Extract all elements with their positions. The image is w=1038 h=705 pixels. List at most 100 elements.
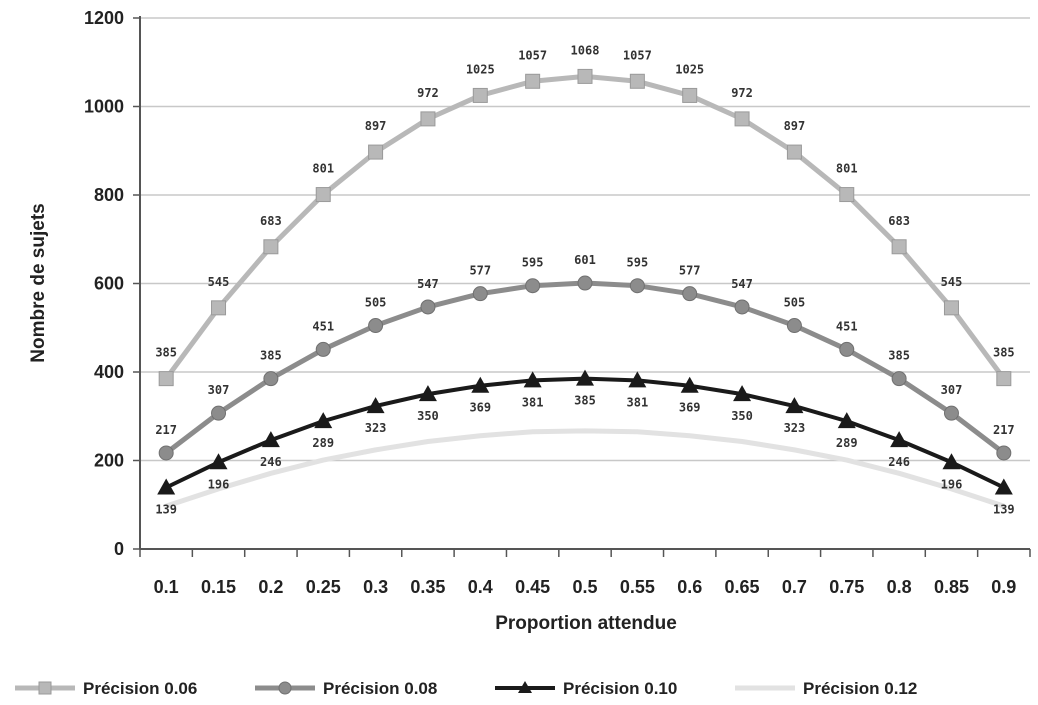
data-point — [314, 412, 333, 429]
data-point — [734, 299, 750, 315]
data-point — [996, 371, 1012, 387]
y-tick-label-800: 800 — [94, 185, 124, 205]
data-point — [525, 73, 541, 89]
legend-item-1: Précision 0.06 — [15, 679, 197, 698]
data-point — [629, 73, 645, 89]
x-tick-label-0.9: 0.9 — [991, 577, 1016, 597]
data-point — [420, 111, 436, 127]
y-tick-label-1000: 1000 — [84, 97, 124, 117]
data-point — [471, 376, 490, 393]
data-label: 246 — [888, 455, 910, 469]
data-label: 545 — [208, 275, 230, 289]
data-point — [525, 278, 541, 294]
data-point — [211, 405, 227, 421]
data-label: 451 — [312, 319, 334, 333]
series-line-4 — [165, 428, 1005, 509]
data-label: 289 — [312, 436, 334, 450]
x-tick-label-0.85: 0.85 — [934, 577, 969, 597]
data-label: 577 — [469, 264, 491, 278]
series-3 — [157, 369, 1013, 495]
data-label: 683 — [260, 214, 282, 228]
data-point — [942, 453, 961, 470]
x-tick-label-0.35: 0.35 — [410, 577, 445, 597]
data-label: 545 — [941, 275, 963, 289]
data-label: 385 — [574, 394, 596, 408]
legend-label: Précision 0.12 — [803, 679, 917, 698]
x-tick-label-0.8: 0.8 — [887, 577, 912, 597]
series-line-2 — [164, 280, 1006, 455]
y-tick-label-1200: 1200 — [84, 8, 124, 28]
data-label: 1025 — [466, 62, 495, 76]
data-label: 547 — [417, 277, 439, 291]
data-point — [891, 239, 907, 255]
data-label: 897 — [365, 119, 387, 133]
data-label: 139 — [993, 502, 1015, 516]
data-point — [839, 187, 855, 203]
x-tick-label-0.3: 0.3 — [363, 577, 388, 597]
legend-label: Précision 0.10 — [563, 679, 677, 698]
data-label: 385 — [888, 349, 910, 363]
x-tick-label-0.2: 0.2 — [258, 577, 283, 597]
data-label: 897 — [784, 119, 806, 133]
data-point — [576, 369, 594, 386]
data-label: 1057 — [623, 48, 652, 62]
data-label: 217 — [155, 423, 177, 437]
x-tick-label-0.6: 0.6 — [677, 577, 702, 597]
data-point — [890, 431, 909, 448]
data-label: 505 — [365, 296, 387, 310]
series-line-1 — [164, 73, 1006, 381]
data-label: 451 — [836, 319, 858, 333]
x-tick-label-0.65: 0.65 — [725, 577, 760, 597]
data-point — [263, 371, 279, 387]
data-label: 139 — [155, 502, 177, 516]
data-label: 196 — [208, 477, 230, 491]
legend-label: Précision 0.06 — [83, 679, 197, 698]
data-label: 595 — [522, 256, 544, 270]
data-point — [523, 371, 542, 388]
data-point — [682, 87, 698, 103]
data-label: 381 — [627, 395, 649, 409]
data-point — [366, 397, 385, 414]
data-label: 801 — [312, 162, 334, 176]
y-tick-label-600: 600 — [94, 274, 124, 294]
data-label: 1068 — [571, 43, 600, 57]
data-point — [368, 318, 384, 334]
data-label: 1025 — [675, 62, 704, 76]
data-point — [786, 144, 802, 160]
data-point — [996, 445, 1012, 461]
data-label: 307 — [941, 383, 963, 397]
x-tick-label-0.1: 0.1 — [154, 577, 179, 597]
series-group — [157, 68, 1013, 509]
legend: Précision 0.06 Précision 0.08 Précision 0.… — [15, 679, 917, 698]
data-point — [418, 385, 437, 402]
data-label: 289 — [836, 436, 858, 450]
data-label: 307 — [208, 383, 230, 397]
data-point — [628, 371, 647, 388]
x-tick-labels: 0.1 0.15 0.2 0.25 0.3 0.35 0.4 0.45 0.5 0.55 0.6 0.… — [154, 577, 1017, 597]
data-point — [209, 453, 228, 470]
data-label: 577 — [679, 264, 701, 278]
data-label: 385 — [260, 349, 282, 363]
x-tick-label-0.4: 0.4 — [468, 577, 493, 597]
data-label: 196 — [941, 477, 963, 491]
y-tick-label-400: 400 — [94, 362, 124, 382]
data-label: 385 — [155, 346, 177, 360]
data-point — [839, 341, 855, 357]
series-4 — [165, 428, 1005, 509]
data-label: 547 — [731, 277, 753, 291]
axes — [139, 16, 1031, 557]
data-label: 350 — [417, 409, 439, 423]
legend-marker — [518, 681, 532, 693]
data-point — [680, 376, 699, 393]
data-point — [263, 239, 279, 255]
data-point — [785, 397, 804, 414]
data-label: 972 — [731, 86, 753, 100]
x-tick-label-0.7: 0.7 — [782, 577, 807, 597]
data-point — [733, 385, 752, 402]
data-label: 505 — [784, 296, 806, 310]
x-tick-label-0.25: 0.25 — [306, 577, 341, 597]
data-point — [158, 371, 174, 387]
data-point — [891, 371, 907, 387]
y-tick-labels: 0 200 400 600 800 1000 1200 — [84, 8, 124, 559]
